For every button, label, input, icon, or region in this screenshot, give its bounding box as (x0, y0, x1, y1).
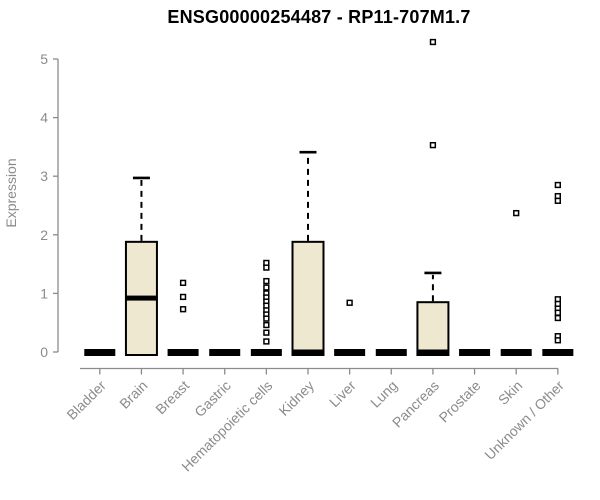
boxplot-gastric (209, 349, 241, 356)
flat-box (167, 349, 199, 356)
median-line (292, 349, 324, 355)
outlier-point (263, 329, 270, 336)
chart-title: ENSG00000254487 - RP11-707M1.7 (167, 7, 471, 27)
boxplot-kidney (291, 150, 325, 356)
flat-box (375, 349, 407, 356)
y-axis: 0 1 2 3 4 5 Expression (3, 51, 59, 360)
boxplot-prostate (459, 349, 491, 356)
flat-box (334, 349, 366, 356)
y-tick-label: 0 (40, 344, 48, 360)
x-tick-label: Breast (152, 377, 192, 417)
boxplot-lung (375, 349, 407, 356)
x-tick-label: Skin (495, 377, 526, 408)
x-tick-label: Brain (116, 377, 150, 411)
outlier-point (554, 337, 561, 344)
flat-box (500, 349, 532, 356)
outlier-point (429, 38, 437, 46)
outlier-point (179, 293, 187, 301)
boxplot-liver (334, 299, 366, 356)
boxplot-brain (124, 176, 158, 356)
outlier-point (346, 299, 353, 306)
box (291, 240, 325, 356)
outlier-point (554, 314, 561, 322)
outlier-point (429, 141, 437, 149)
x-tick-label: Unknown / Other (481, 377, 567, 463)
flat-box (542, 349, 574, 356)
y-tick-label: 2 (40, 227, 48, 243)
box (416, 301, 450, 357)
x-tick-label: Bladder (63, 377, 109, 423)
flat-box (84, 349, 116, 356)
boxplot-unknown-other (542, 181, 574, 356)
x-tick-label: Liver (326, 377, 359, 410)
boxplot-skin (500, 209, 532, 356)
outlier-point (263, 338, 270, 345)
flat-box (250, 349, 282, 356)
y-tick-label: 4 (40, 110, 48, 126)
boxplot-pancreas (416, 38, 450, 357)
y-tick-label: 5 (40, 51, 48, 67)
boxplot-bladder (84, 349, 116, 356)
outlier-point (554, 197, 561, 204)
flat-box (459, 349, 491, 356)
outlier-point (179, 279, 187, 287)
y-tick-label: 1 (40, 285, 48, 301)
outlier-point (513, 209, 520, 217)
outlier-point (263, 264, 270, 271)
boxplot-hematopoietic-cells (250, 259, 282, 356)
median-line (125, 295, 157, 301)
outlier-point (263, 284, 270, 291)
outlier-point (263, 277, 270, 285)
x-tick-label: Prostate (435, 377, 483, 425)
x-tick-label: Lung (367, 377, 400, 410)
flat-box (209, 349, 241, 356)
boxplot-breast (167, 279, 199, 356)
outlier-point (179, 306, 187, 313)
outlier-point (554, 309, 561, 316)
outlier-point (554, 181, 561, 189)
outlier-point (263, 321, 270, 329)
median-line (417, 349, 449, 355)
outlier-point (263, 315, 270, 322)
y-axis-label: Expression (3, 158, 19, 227)
y-tick-label: 3 (40, 168, 48, 184)
x-tick-label: Kidney (276, 377, 318, 419)
